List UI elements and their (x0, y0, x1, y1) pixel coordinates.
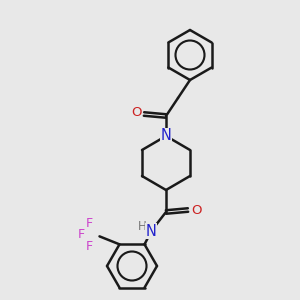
Text: F: F (86, 217, 93, 230)
Text: N: N (146, 224, 156, 238)
Text: O: O (131, 106, 141, 119)
Text: F: F (78, 228, 85, 241)
Text: F: F (86, 240, 93, 253)
Text: N: N (160, 128, 171, 143)
Text: O: O (191, 203, 201, 217)
Text: H: H (138, 220, 146, 233)
